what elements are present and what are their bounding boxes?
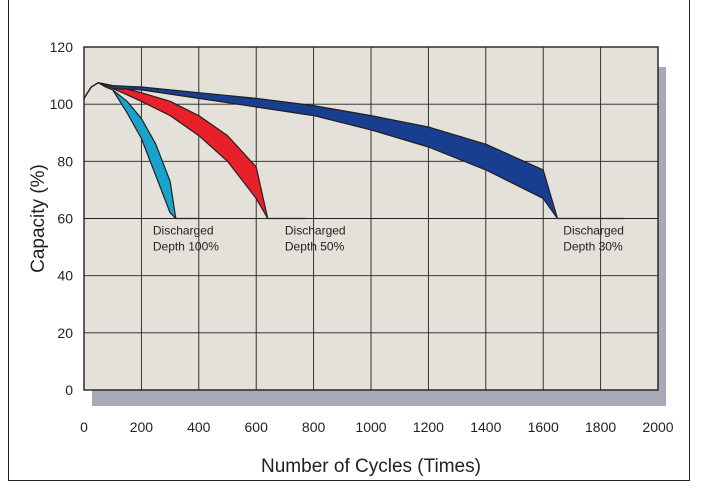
series-annotation-2: Discharged bbox=[285, 224, 346, 238]
x-tick-label: 2000 bbox=[642, 419, 673, 435]
y-tick-label: 60 bbox=[57, 211, 73, 227]
x-tick-label: 1000 bbox=[355, 419, 386, 435]
y-tick-label: 0 bbox=[65, 382, 73, 398]
x-tick-label: 800 bbox=[302, 419, 326, 435]
figure-frame bbox=[8, 0, 690, 481]
x-tick-label: 1600 bbox=[528, 419, 559, 435]
series-annotations: Discharged Depth 100% Discharged Depth 50% D… bbox=[153, 224, 624, 254]
x-tick-label: 1800 bbox=[585, 419, 616, 435]
x-tick-label: 1400 bbox=[470, 419, 501, 435]
series-bands bbox=[83, 82, 625, 220]
tick-labels: 0 200 400 600 800 1000 1200 1400 1600 1800 2000 0 20… bbox=[50, 39, 674, 435]
series-annotation-1: Depth 100% bbox=[153, 240, 219, 254]
series-annotation-2: Depth 50% bbox=[285, 240, 345, 254]
y-tick-label: 40 bbox=[57, 268, 73, 284]
y-tick-label: 80 bbox=[57, 153, 73, 169]
x-tick-label: 200 bbox=[130, 419, 154, 435]
y-tick-label: 20 bbox=[57, 325, 73, 341]
plot-border bbox=[83, 46, 659, 391]
series-annotation-3: Depth 30% bbox=[563, 240, 623, 254]
y-axis-title: Capacity (%) bbox=[28, 164, 49, 273]
series-band-3 bbox=[83, 82, 625, 220]
x-tick-label: 1200 bbox=[413, 419, 444, 435]
series-band-1 bbox=[83, 82, 200, 220]
x-tick-label: 400 bbox=[187, 419, 211, 435]
series-annotation-3: Discharged bbox=[563, 224, 624, 238]
x-tick-label: 0 bbox=[80, 419, 88, 435]
x-axis-title: Number of Cycles (Times) bbox=[261, 456, 481, 477]
y-tick-label: 100 bbox=[50, 96, 74, 112]
series-annotation-1: Discharged bbox=[153, 224, 214, 238]
x-tick-label: 600 bbox=[245, 419, 269, 435]
y-tick-label: 120 bbox=[50, 39, 74, 55]
